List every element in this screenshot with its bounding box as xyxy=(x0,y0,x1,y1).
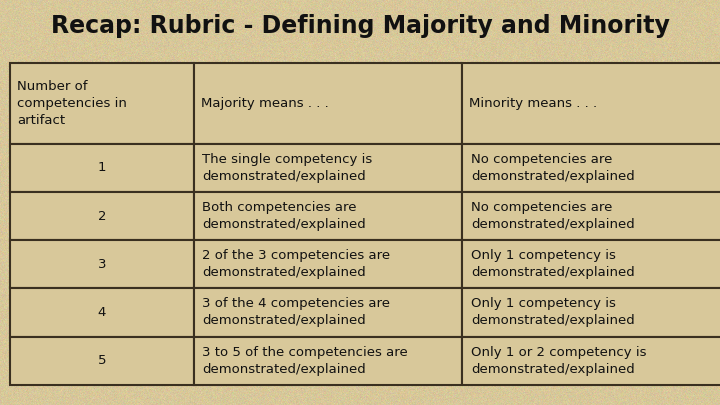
Bar xyxy=(194,144,462,192)
Text: Recap: Rubric - Defining Majority and Minority: Recap: Rubric - Defining Majority and Mi… xyxy=(50,14,670,38)
Bar xyxy=(462,192,720,240)
Text: 3 to 5 of the competencies are
demonstrated/explained: 3 to 5 of the competencies are demonstra… xyxy=(202,345,408,376)
Text: Majority means . . .: Majority means . . . xyxy=(201,97,328,110)
Bar xyxy=(10,288,194,337)
Bar xyxy=(10,192,194,240)
Bar xyxy=(462,288,720,337)
Text: 4: 4 xyxy=(98,306,106,319)
Text: Minority means . . .: Minority means . . . xyxy=(469,97,598,110)
Bar xyxy=(462,337,720,385)
Text: 2 of the 3 competencies are
demonstrated/explained: 2 of the 3 competencies are demonstrated… xyxy=(202,249,390,279)
Text: 3: 3 xyxy=(98,258,106,271)
Bar xyxy=(194,240,462,288)
Bar xyxy=(194,63,462,144)
Bar xyxy=(10,144,194,192)
Text: Only 1 competency is
demonstrated/explained: Only 1 competency is demonstrated/explai… xyxy=(471,249,634,279)
Bar xyxy=(462,63,720,144)
Bar xyxy=(462,240,720,288)
Bar xyxy=(194,337,462,385)
Text: 3 of the 4 competencies are
demonstrated/explained: 3 of the 4 competencies are demonstrated… xyxy=(202,297,390,328)
Text: Both competencies are
demonstrated/explained: Both competencies are demonstrated/expla… xyxy=(202,201,366,231)
Text: No competencies are
demonstrated/explained: No competencies are demonstrated/explain… xyxy=(471,201,634,231)
Text: 5: 5 xyxy=(98,354,106,367)
Bar xyxy=(10,63,194,144)
Bar xyxy=(194,192,462,240)
Text: Only 1 competency is
demonstrated/explained: Only 1 competency is demonstrated/explai… xyxy=(471,297,634,328)
Text: Only 1 or 2 competency is
demonstrated/explained: Only 1 or 2 competency is demonstrated/e… xyxy=(471,345,647,376)
Text: 2: 2 xyxy=(98,209,106,223)
Bar xyxy=(194,288,462,337)
Bar xyxy=(462,144,720,192)
Bar xyxy=(10,337,194,385)
Text: No competencies are
demonstrated/explained: No competencies are demonstrated/explain… xyxy=(471,153,634,183)
Text: Number of
competencies in
artifact: Number of competencies in artifact xyxy=(17,80,127,127)
Bar xyxy=(10,240,194,288)
Text: 1: 1 xyxy=(98,161,106,175)
Text: The single competency is
demonstrated/explained: The single competency is demonstrated/ex… xyxy=(202,153,372,183)
